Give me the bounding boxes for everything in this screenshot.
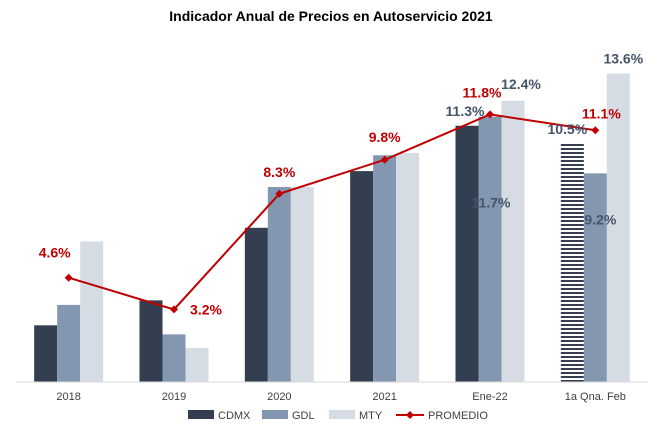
x-tick-1a-qna-feb: 1a Qna. Feb bbox=[565, 391, 626, 403]
legend-swatch-cdmx bbox=[188, 410, 214, 419]
x-tick-2018: 2018 bbox=[56, 391, 80, 403]
bar-cdmx-2020 bbox=[244, 227, 268, 382]
x-tick-2021: 2021 bbox=[372, 391, 396, 403]
legend-swatch-gdl bbox=[262, 410, 288, 419]
bar-gdl-2021 bbox=[373, 155, 397, 382]
marker-promedio-2020 bbox=[275, 189, 284, 198]
legend-label-promedio: PROMEDIO bbox=[428, 410, 488, 422]
bar-gdl-1a-qna-feb bbox=[583, 173, 607, 382]
bar-gdl-ene-22 bbox=[478, 116, 502, 383]
bar-mty-1a-qna-feb bbox=[606, 73, 630, 382]
marker-promedio-1a-qna-feb bbox=[591, 126, 600, 135]
label-promedio-1a-qna-feb: 11.1% bbox=[582, 105, 621, 121]
marker-promedio-2021 bbox=[380, 155, 389, 164]
bar-mty-2020 bbox=[290, 186, 314, 382]
marker-promedio-2018 bbox=[64, 273, 73, 282]
legend-label-cdmx: CDMX bbox=[218, 410, 251, 422]
bar-mty-2018 bbox=[80, 241, 104, 382]
line-layer bbox=[64, 110, 600, 314]
labels-layer: 4.6% 3.2% 8.3% 9.8% 11.8% 11.1% 11.3% 11.7% 12.4… bbox=[39, 51, 644, 318]
bar-cdmx-1a-qna-feb bbox=[560, 143, 584, 382]
bar-gdl-2020 bbox=[267, 186, 291, 382]
label-promedio-2018: 4.6% bbox=[39, 245, 71, 261]
label-mty-1a-qna-feb: 13.6% bbox=[603, 51, 643, 67]
x-tick-2020: 2020 bbox=[267, 391, 291, 403]
ticks-layer: 2018 2019 2020 2021 Ene-22 1a Qna. Feb bbox=[56, 391, 625, 403]
legend-swatch-mty bbox=[329, 410, 355, 419]
label-promedio-2019: 3.2% bbox=[190, 301, 222, 317]
legend-label-mty: MTY bbox=[359, 410, 383, 422]
label-promedio-ene-22: 11.8% bbox=[463, 84, 502, 100]
bar-mty-2021 bbox=[396, 152, 420, 382]
bar-mty-2019 bbox=[185, 347, 209, 382]
bar-gdl-2018 bbox=[57, 304, 81, 382]
label-mty-ene-22: 12.4% bbox=[501, 76, 541, 92]
bar-cdmx-2019 bbox=[139, 300, 163, 382]
legend-marker-promedio bbox=[406, 411, 414, 419]
line-promedio bbox=[68, 113, 596, 311]
bars-layer bbox=[34, 73, 630, 383]
bar-cdmx-2021 bbox=[350, 171, 374, 382]
x-tick-2019: 2019 bbox=[162, 391, 186, 403]
bar-gdl-2019 bbox=[162, 334, 186, 382]
label-gdl-1a-qna-feb: 9.2% bbox=[584, 211, 616, 227]
bar-cdmx-2018 bbox=[34, 325, 58, 382]
bar-cdmx-ene-22 bbox=[455, 125, 479, 383]
chart-title: Indicador Anual de Precios en Autoservic… bbox=[169, 8, 493, 24]
label-promedio-2020: 8.3% bbox=[263, 164, 295, 180]
marker-promedio-ene-22 bbox=[486, 110, 494, 119]
label-gdl-ene-22: 11.7% bbox=[472, 195, 511, 211]
marker-promedio-2019 bbox=[170, 305, 178, 314]
label-promedio-2021: 9.8% bbox=[369, 129, 401, 145]
x-tick-ene-22: Ene-22 bbox=[472, 391, 507, 403]
legend-label-gdl: GDL bbox=[292, 410, 315, 422]
label-cdmx-1a-qna-feb: 10.5% bbox=[547, 121, 587, 137]
legend: CDMX GDL MTY PROMEDIO bbox=[188, 410, 488, 422]
label-cdmx-ene-22: 11.3% bbox=[446, 103, 485, 119]
bar-mty-ene-22 bbox=[501, 100, 525, 383]
